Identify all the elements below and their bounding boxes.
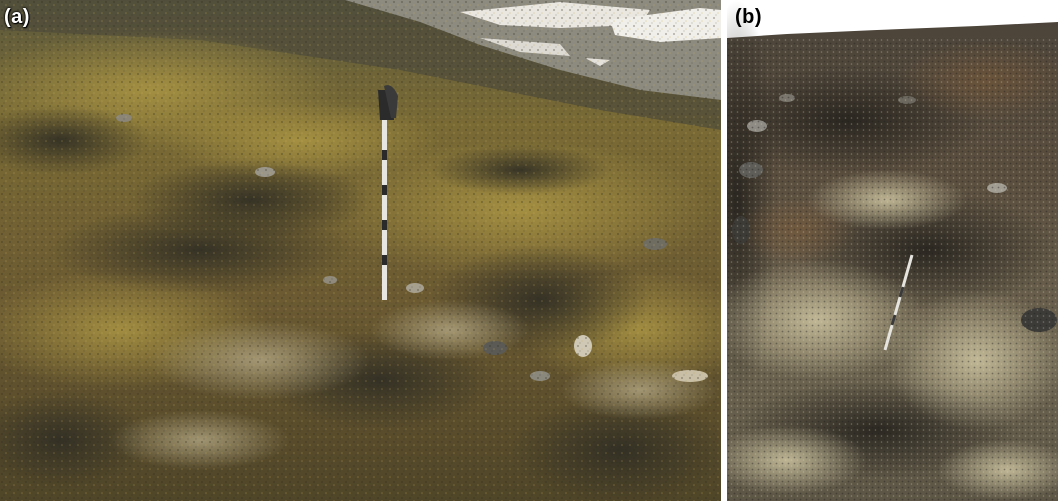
lichen-slope-photo-b [727,0,1058,501]
panel-label-a: (a) [4,6,30,28]
walking-pole [883,254,914,351]
panel-label-b: (b) [735,6,763,28]
photo-panel-a: (a) [0,0,721,501]
tundra-slope-photo-a [0,0,721,501]
walking-pole [378,85,398,300]
photo-panel-b: (b) [727,0,1058,501]
